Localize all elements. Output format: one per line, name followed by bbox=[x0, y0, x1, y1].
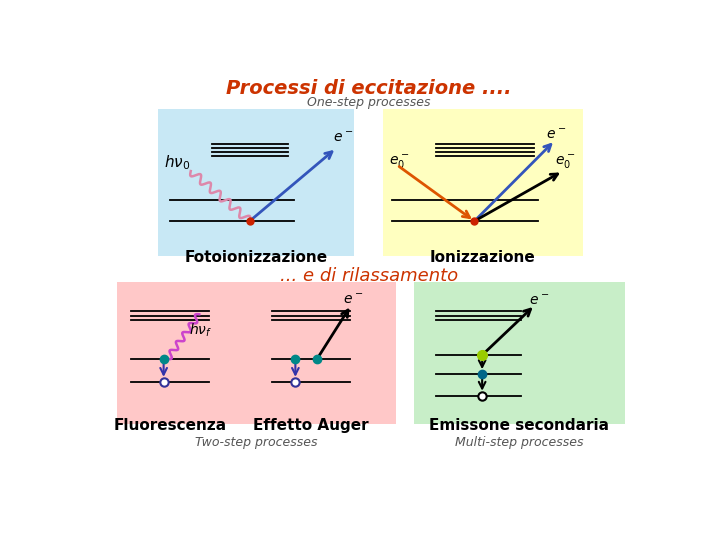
Text: $e^-$: $e^-$ bbox=[546, 128, 566, 141]
Text: $e_0^-$: $e_0^-$ bbox=[555, 153, 575, 171]
Text: $e^-$: $e^-$ bbox=[528, 294, 549, 308]
FancyBboxPatch shape bbox=[158, 110, 354, 256]
Text: ... e di rilassamento: ... e di rilassamento bbox=[280, 267, 458, 285]
Text: Multi-step processes: Multi-step processes bbox=[455, 436, 584, 449]
Text: $e^-$: $e^-$ bbox=[333, 131, 353, 145]
Text: One-step processes: One-step processes bbox=[307, 96, 431, 109]
Text: Two-step processes: Two-step processes bbox=[195, 436, 318, 449]
Text: Ionizzazione: Ionizzazione bbox=[430, 249, 536, 265]
Text: $e^-$: $e^-$ bbox=[343, 293, 364, 307]
Text: Processi di eccitazione ....: Processi di eccitazione .... bbox=[226, 79, 512, 98]
FancyBboxPatch shape bbox=[414, 282, 625, 424]
Text: $h\nu_f$: $h\nu_f$ bbox=[189, 321, 212, 339]
FancyBboxPatch shape bbox=[117, 282, 396, 424]
Text: Emissone secondaria: Emissone secondaria bbox=[429, 418, 609, 433]
Text: $h\nu_0$: $h\nu_0$ bbox=[164, 153, 191, 172]
FancyBboxPatch shape bbox=[383, 110, 583, 256]
Text: $e_0^-$: $e_0^-$ bbox=[389, 153, 410, 171]
Text: Fotoionizzazione: Fotoionizzazione bbox=[184, 249, 328, 265]
Text: Effetto Auger: Effetto Auger bbox=[253, 418, 369, 433]
Text: Fluorescenza: Fluorescenza bbox=[113, 418, 226, 433]
